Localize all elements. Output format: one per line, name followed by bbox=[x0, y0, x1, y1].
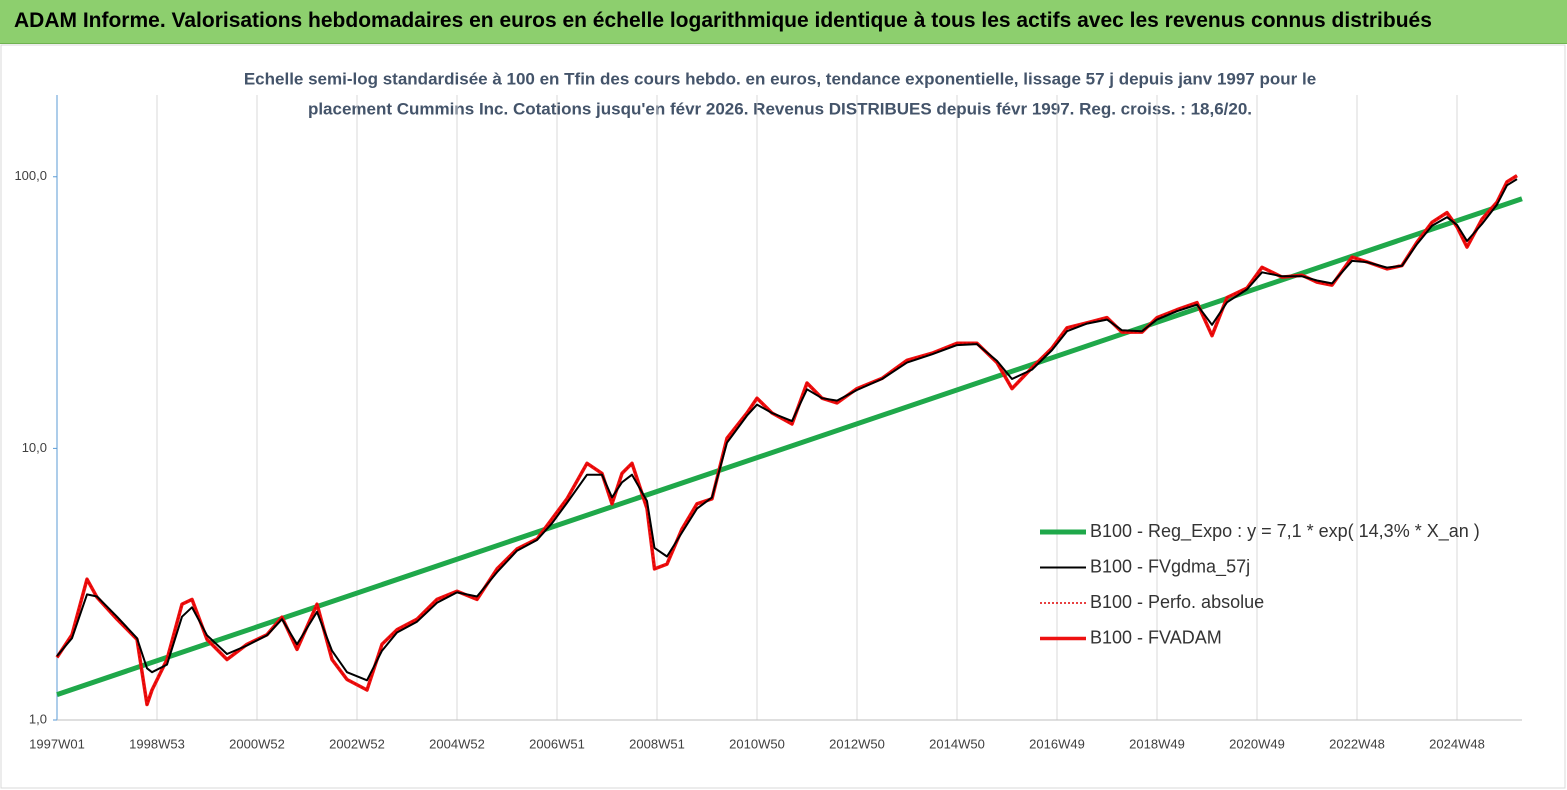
series-line bbox=[56, 178, 1518, 682]
x-tick-label: 2020W49 bbox=[1229, 736, 1285, 751]
legend-label: B100 - Reg_Expo : y = 7,1 * exp( 14,3% *… bbox=[1090, 521, 1480, 542]
legend-label: B100 - FVgdma_57j bbox=[1090, 556, 1250, 577]
x-tick-label: 2018W49 bbox=[1129, 736, 1185, 751]
y-tick-label: 10,0 bbox=[22, 440, 47, 455]
x-tick-label: 1998W53 bbox=[129, 736, 185, 751]
series-line bbox=[56, 196, 1523, 697]
x-tick-label: 2000W52 bbox=[229, 736, 285, 751]
chart: Echelle semi-log standardisée à 100 en T… bbox=[0, 44, 1566, 789]
legend-label: B100 - Perfo. absolue bbox=[1090, 592, 1264, 612]
x-tick-label: 2002W52 bbox=[329, 736, 385, 751]
x-tick-label: 2022W48 bbox=[1329, 736, 1385, 751]
x-tick-label: 2004W52 bbox=[429, 736, 485, 751]
x-tick-label: 2010W50 bbox=[729, 736, 785, 751]
page-title: ADAM Informe. Valorisations hebdomadaire… bbox=[0, 0, 1567, 44]
y-tick-label: 1,0 bbox=[29, 711, 47, 726]
y-tick-label: 100,0 bbox=[14, 168, 47, 183]
x-tick-label: 2012W50 bbox=[829, 736, 885, 751]
chart-subtitle: placement Cummins Inc. Cotations jusqu'e… bbox=[308, 99, 1252, 118]
legend-label: B100 - FVADAM bbox=[1090, 627, 1222, 647]
chart-subtitle: Echelle semi-log standardisée à 100 en T… bbox=[244, 69, 1316, 88]
x-tick-label: 2008W51 bbox=[629, 736, 685, 751]
x-tick-label: 2024W48 bbox=[1429, 736, 1485, 751]
x-tick-label: 1997W01 bbox=[29, 736, 85, 751]
x-tick-label: 2014W50 bbox=[929, 736, 985, 751]
x-tick-label: 2006W51 bbox=[529, 736, 585, 751]
x-tick-label: 2016W49 bbox=[1029, 736, 1085, 751]
